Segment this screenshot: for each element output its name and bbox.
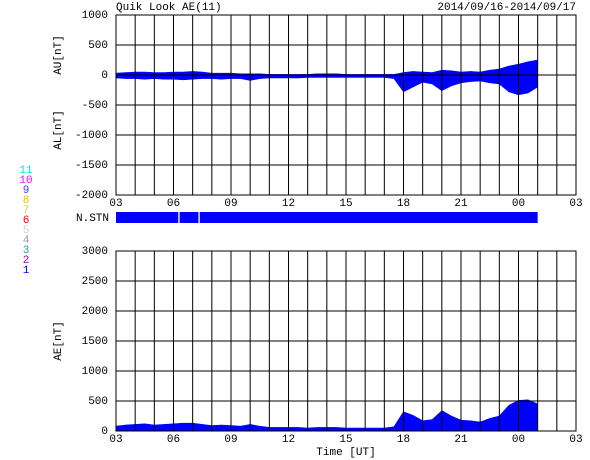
plot-frame: [115, 14, 577, 196]
x-tick-label: 03: [569, 198, 582, 210]
y-tick-label: 1000: [82, 366, 108, 378]
station-bar: [116, 212, 179, 223]
station-number: 10: [19, 175, 32, 187]
y-tick-label: 1500: [82, 336, 108, 348]
station-number: 5: [23, 225, 30, 237]
y-tick-label: 2000: [82, 306, 108, 318]
station-number: 2: [23, 255, 30, 267]
x-tick-label: 18: [397, 434, 410, 446]
station-number: 7: [23, 205, 30, 217]
x-tick-label: 18: [397, 198, 410, 210]
x-tick-label: 12: [282, 198, 295, 210]
x-tick-label: 03: [109, 198, 122, 210]
y-tick-label: 0: [101, 426, 108, 438]
y-axis-label: AU[nT]: [53, 35, 65, 75]
y-axis-label: AE[nT]: [53, 321, 65, 361]
station-bar: [199, 212, 538, 223]
x-tick-label: 15: [339, 434, 352, 446]
x-tick-label: 21: [454, 198, 468, 210]
x-tick-label: 00: [512, 434, 525, 446]
x-tick-label: 09: [224, 198, 237, 210]
x-tick-label: 15: [339, 198, 352, 210]
x-tick-label: 06: [167, 434, 180, 446]
y-tick-label: -500: [82, 100, 108, 112]
plot-frame: [115, 250, 577, 432]
station-number: 9: [23, 185, 30, 197]
y-tick-label: 0: [101, 70, 108, 82]
y-tick-label: 3000: [82, 246, 108, 258]
y-tick-label: 500: [88, 396, 108, 408]
station-number: 3: [23, 245, 30, 257]
date-range: 2014/09/16-2014/09/17: [437, 2, 576, 14]
station-bar: [179, 212, 199, 223]
station-number: 8: [23, 195, 30, 207]
x-tick-label: 06: [167, 198, 180, 210]
x-tick-label: 12: [282, 434, 295, 446]
area: [115, 399, 538, 432]
y-tick-label: -1000: [75, 130, 108, 142]
area: [115, 74, 538, 96]
x-tick-label: 09: [224, 434, 237, 446]
y-tick-label: 500: [88, 40, 108, 52]
chart-title: Quik Look AE(11): [116, 2, 222, 14]
x-tick-label: 03: [569, 434, 582, 446]
x-tick-label: 21: [454, 434, 468, 446]
y-tick-label: -2000: [75, 190, 108, 202]
nstn-label: N.STN: [76, 213, 109, 225]
station-number: 6: [23, 215, 30, 227]
x-tick-label: 00: [512, 198, 525, 210]
station-number: 11: [19, 165, 33, 177]
y-tick-label: -1500: [75, 160, 108, 172]
station-number: 4: [23, 235, 30, 247]
x-axis-label: Time [UT]: [316, 447, 375, 459]
y-tick-label: 1000: [82, 10, 108, 22]
y-axis-label: AL[nT]: [53, 110, 65, 150]
area: [115, 59, 538, 76]
station-number: 1: [23, 265, 30, 277]
y-tick-label: 2500: [82, 276, 108, 288]
x-tick-label: 03: [109, 434, 122, 446]
